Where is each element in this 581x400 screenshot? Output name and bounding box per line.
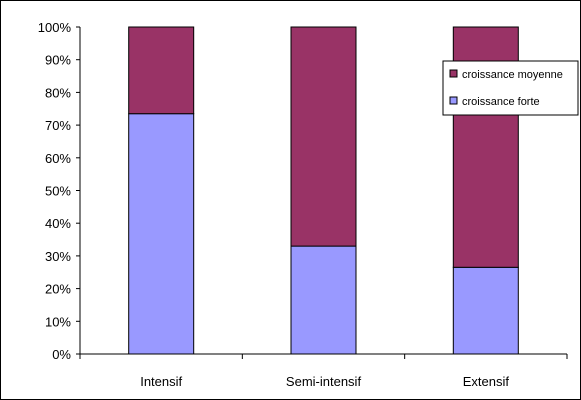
bar-croissance-forte-semi-intensif [290, 245, 357, 355]
legend-swatch-croissance-moyenne [449, 69, 458, 78]
y-tick-label: 10% [45, 314, 71, 329]
y-tick-label: 80% [45, 85, 71, 100]
x-tick-label-intensif: Intensif [140, 374, 182, 389]
y-tick-label: 50% [45, 184, 71, 199]
y-tick-label: 20% [45, 282, 71, 297]
y-tick-label: 0% [52, 347, 71, 362]
bar-croissance-moyenne-intensif [128, 26, 195, 115]
y-tick-label: 30% [45, 249, 71, 264]
x-tick-label-extensif: Extensif [463, 374, 510, 389]
x-tick-label-semi-intensif: Semi-intensif [286, 374, 362, 389]
legend-label-croissance-forte: croissance forte [462, 96, 540, 108]
legend: croissance moyenne croissance forte [442, 60, 579, 116]
y-tick-label: 100% [38, 20, 72, 35]
y-tick-label: 90% [45, 53, 71, 68]
y-tick-label: 60% [45, 151, 71, 166]
x-tick-labels: Intensif Semi-intensif Extensif [140, 374, 509, 389]
legend-label-croissance-moyenne: croissance moyenne [462, 69, 563, 81]
axes-group [76, 26, 568, 359]
y-tick-labels: 0% 10% 20% 30% 40% 50% 60% 70% 80% 90% 100% [38, 20, 72, 362]
bar-croissance-moyenne-semi-intensif [290, 26, 357, 247]
y-tick-label: 70% [45, 118, 71, 133]
legend-swatch-croissance-forte [449, 96, 458, 105]
y-tick-label: 40% [45, 216, 71, 231]
bar-croissance-forte-intensif [128, 113, 195, 355]
legend-box [442, 60, 579, 116]
bar-croissance-forte-extensif [452, 266, 519, 355]
